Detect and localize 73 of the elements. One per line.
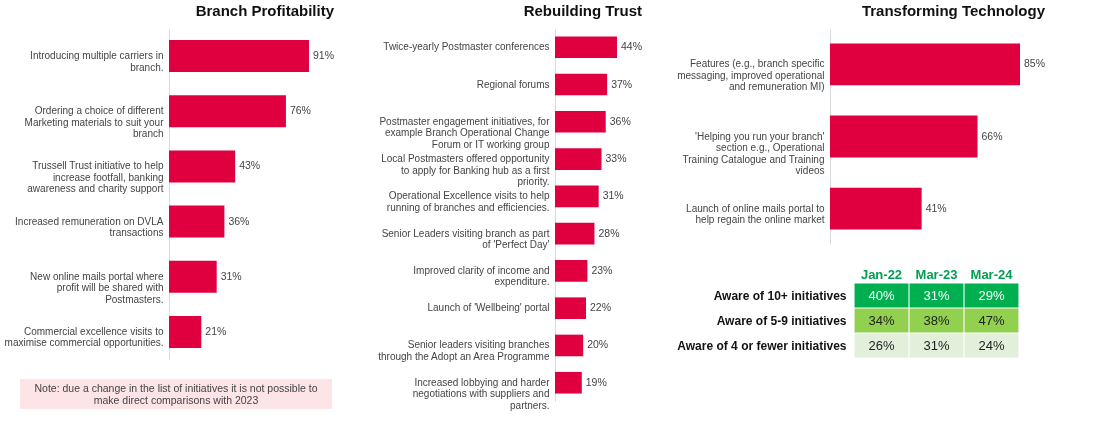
y-tick-label: Launch of online mails portal to help regain the online market — [686, 202, 825, 226]
data-label: 31% — [923, 287, 950, 303]
data-label: 31% — [923, 337, 950, 353]
y-tick-label: Aware of 5-9 initiatives — [716, 313, 847, 328]
y-tick-label: Introducing multiple carriers in branch. — [30, 50, 164, 73]
data-label: 28% — [598, 226, 620, 239]
bar — [555, 36, 617, 59]
chart-title: Branch Profitability — [195, 2, 335, 19]
data-label: 76% — [289, 104, 311, 117]
y-tick-label: Senior leaders visiting branches through the Adopt an Area Programme — [378, 339, 550, 362]
y-tick-label: Commercial excellence visits to maximise commercial opportunities. — [4, 325, 164, 349]
data-label: 38% — [923, 312, 950, 328]
data-label: 20% — [587, 338, 609, 351]
x-tick-label: Mar-23 — [915, 266, 958, 282]
data-label: 91% — [313, 49, 335, 62]
y-tick-label: Features (e.g., branch specific messaging, improved operational and remuneration MI) — [677, 58, 825, 93]
bar — [555, 185, 599, 208]
data-label: 43% — [239, 159, 261, 172]
bar — [555, 371, 582, 394]
bar — [169, 260, 217, 293]
bar — [169, 40, 309, 73]
data-label: 19% — [585, 375, 607, 388]
data-label: 21% — [205, 324, 227, 337]
data-label: 34% — [868, 312, 895, 328]
bar — [169, 150, 236, 183]
y-tick-label: Increased lobbying and harder negotiations with suppliers and partners. — [412, 376, 551, 411]
data-label: 85% — [1024, 57, 1046, 70]
x-tick-label: Mar-24 — [970, 266, 1014, 282]
bar — [555, 260, 588, 282]
y-tick-label: Operational Excellence visits to help running of branches and efficiencies. — [386, 190, 550, 213]
data-label: 41% — [925, 201, 947, 214]
bar — [555, 73, 608, 96]
y-tick-label: Aware of 4 or fewer initiatives — [677, 338, 847, 353]
bar — [555, 148, 602, 170]
chart-title: Rebuilding Trust — [523, 2, 643, 19]
bar — [169, 205, 225, 238]
y-tick-label: Ordering a choice of different Marketing materials to suit your branch — [24, 105, 165, 140]
data-label: 33% — [605, 152, 627, 165]
data-label: 26% — [868, 337, 895, 353]
y-tick-label: Twice-yearly Postmaster conferences — [383, 41, 550, 53]
y-tick-label: Senior Leaders visiting branch as part of 'Perfect Day' — [381, 227, 550, 251]
x-tick-label: Jan-22 — [860, 266, 903, 282]
y-tick-label: Launch of 'Wellbeing' portal — [427, 302, 550, 314]
data-label: 36% — [609, 114, 631, 127]
y-tick-label: Postmaster engagement initiatives, for example Branch Operational Change Forum or IT working group — [379, 115, 551, 150]
y-tick-label: 'Helping you run your branch' section e.g., Operational Training Catalogue and Training videos — [682, 130, 825, 176]
data-label: 36% — [228, 214, 250, 227]
bar — [555, 297, 586, 319]
data-label: 66% — [981, 129, 1003, 142]
bar — [555, 111, 606, 133]
y-tick-label: Aware of 10+ initiatives — [713, 288, 847, 303]
data-label: 29% — [978, 287, 1005, 303]
data-label: 22% — [590, 301, 612, 314]
y-tick-label: Trussell Trust initiative to help increase footfall, banking awareness and charity support — [27, 160, 164, 195]
data-label: 44% — [621, 40, 643, 53]
data-label: 31% — [220, 269, 242, 282]
chart-title: Transforming Technology — [861, 2, 1046, 19]
y-tick-label: Local Postmasters offered opportunity to apply for Banking hub as a first priority. — [381, 153, 550, 188]
bar — [169, 315, 202, 348]
bar — [555, 222, 595, 245]
data-label: 31% — [602, 189, 624, 202]
y-tick-label: Increased remuneration on DVLA transactions — [15, 215, 164, 239]
data-label: 47% — [978, 312, 1005, 328]
bar — [169, 95, 286, 128]
data-label: 40% — [868, 287, 895, 303]
bar — [555, 334, 584, 357]
data-label: 37% — [611, 77, 633, 90]
data-label: 24% — [978, 337, 1005, 353]
y-tick-label: Improved clarity of income and expenditure. — [413, 264, 550, 288]
y-tick-label: New online mails portal where profit will be shared with Postmasters. — [30, 270, 164, 305]
text: Note: due a change in the list of initiatives it is not possible to make direct comparisons with 2023 — [20, 379, 332, 409]
data-label: 23% — [591, 263, 613, 276]
y-tick-label: Regional forums — [476, 78, 550, 90]
